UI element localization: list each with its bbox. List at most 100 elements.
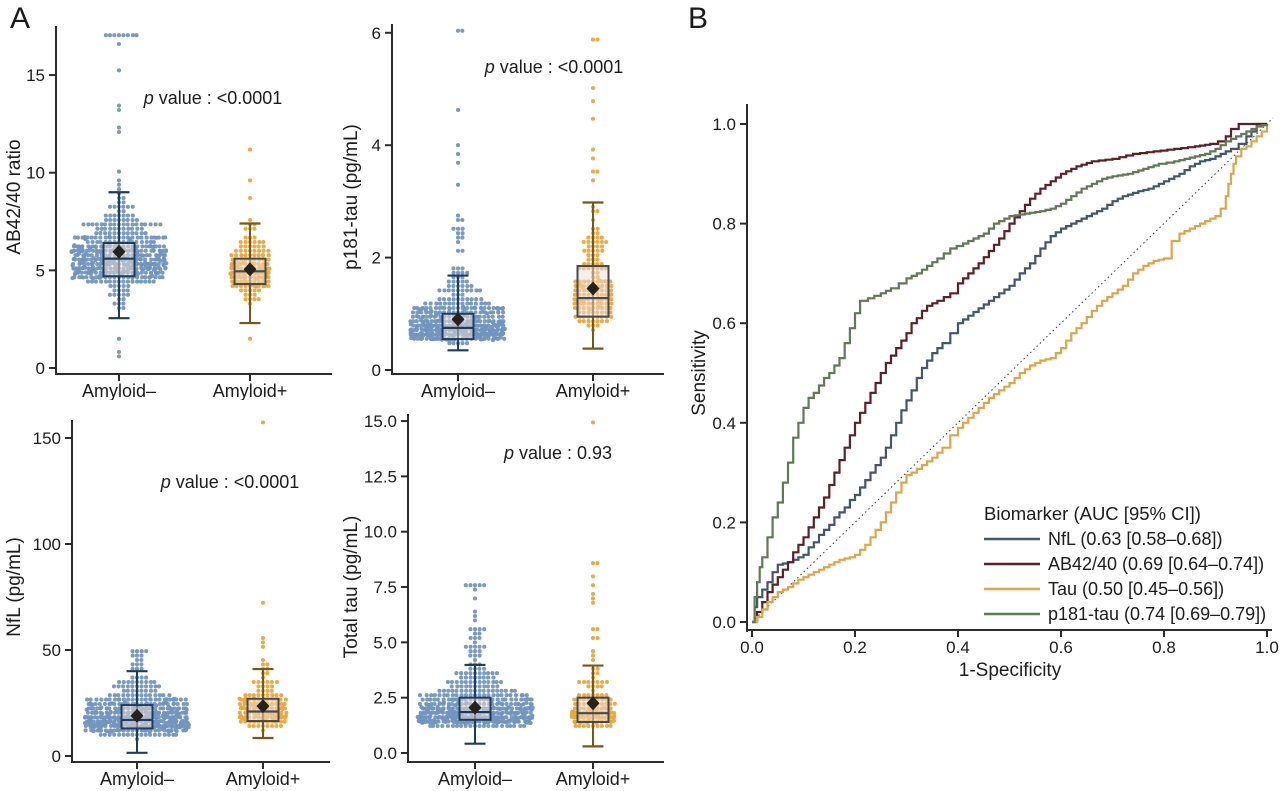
data-point <box>247 178 253 183</box>
data-point <box>482 666 487 671</box>
data-point <box>238 244 243 249</box>
data-point <box>107 33 113 38</box>
data-point <box>161 693 166 698</box>
data-point <box>93 279 98 284</box>
data-point <box>490 320 495 325</box>
data-point <box>437 701 442 706</box>
data-point <box>443 719 448 724</box>
data-point <box>463 644 468 649</box>
data-point <box>447 301 452 306</box>
plot-total-tau: 0.0 2.5 5.0 7.5 10.0 12.5 15.0 Amyloid– Amyloid+… <box>342 412 664 789</box>
data-point <box>590 591 596 597</box>
data-point <box>256 253 261 258</box>
data-point <box>590 178 596 183</box>
plot-p181-tau: 0 2 4 6 Amyloid– Amyloid+ p181-tau (pg/mL) p va… <box>342 24 664 400</box>
data-point <box>269 688 274 693</box>
data-point <box>414 313 419 319</box>
data-point <box>460 279 465 284</box>
data-point <box>156 261 161 267</box>
data-point <box>88 697 93 702</box>
data-point <box>121 200 126 205</box>
data-point <box>112 732 117 737</box>
data-point <box>148 684 153 689</box>
data-point <box>477 653 482 658</box>
data-point <box>586 257 591 262</box>
data-point <box>451 341 456 346</box>
data-point <box>419 719 425 724</box>
data-point <box>126 283 131 289</box>
data-point <box>482 671 487 676</box>
data-point <box>140 253 146 258</box>
data-point <box>429 309 434 314</box>
data-point <box>116 684 121 689</box>
data-point <box>435 325 440 330</box>
plot-ab4240-ratio: 0 5 10 15 Amyloid– Amyloid+ AB42/40 ratio p val… <box>4 26 332 400</box>
data-point <box>460 292 465 297</box>
data-point <box>595 235 600 240</box>
data-point <box>582 679 587 685</box>
data-point <box>115 727 120 733</box>
data-point <box>261 248 266 253</box>
y-tick-label: 0.4 <box>712 414 736 433</box>
y-tick-label: 1.0 <box>712 115 736 134</box>
data-point <box>577 679 582 685</box>
y-tick-label: 0 <box>372 361 381 380</box>
data-point <box>576 693 582 698</box>
data-point <box>125 231 130 236</box>
data-point <box>423 301 428 306</box>
data-point <box>98 239 103 245</box>
data-point <box>437 297 442 302</box>
data-point <box>445 723 450 729</box>
legend-entry-label: NfL (0.63 [0.58–0.68]) <box>1048 529 1222 549</box>
data-point <box>499 715 504 720</box>
data-point <box>147 253 152 258</box>
data-point <box>485 684 491 689</box>
data-point <box>112 222 117 227</box>
data-point <box>168 728 173 734</box>
data-point <box>478 337 483 342</box>
data-point <box>468 649 473 654</box>
data-point <box>156 265 161 270</box>
data-point <box>487 318 492 324</box>
data-point <box>450 693 455 698</box>
data-point <box>512 688 517 693</box>
data-point <box>229 265 234 270</box>
data-point <box>472 587 478 592</box>
data-point <box>158 222 163 227</box>
data-point <box>243 235 248 240</box>
data-point <box>252 253 257 258</box>
data-point <box>508 711 513 716</box>
data-point <box>599 684 604 689</box>
data-point <box>247 693 252 698</box>
data-point <box>266 279 271 284</box>
data-point <box>435 723 440 729</box>
data-point <box>121 297 126 302</box>
data-point <box>143 270 148 275</box>
data-point <box>460 288 465 293</box>
data-point <box>608 310 613 315</box>
data-point <box>163 235 168 240</box>
data-point <box>88 245 93 250</box>
data-point <box>98 722 103 727</box>
data-point <box>473 323 478 328</box>
data-point <box>107 697 112 702</box>
data-point <box>525 706 530 711</box>
data-point <box>434 319 439 324</box>
data-point <box>153 688 158 693</box>
data-point <box>482 644 487 649</box>
data-point <box>243 239 248 245</box>
data-point <box>121 213 126 218</box>
data-point <box>494 679 499 685</box>
data-point <box>582 261 587 267</box>
legend-entry-label: AB42/40 (0.69 [0.64–0.74]) <box>1048 554 1264 574</box>
data-point <box>524 700 529 705</box>
data-point <box>420 332 425 337</box>
data-point <box>121 279 126 284</box>
data-point <box>491 679 496 685</box>
data-point <box>464 288 470 293</box>
x-tick-label: 0.8 <box>1152 638 1176 657</box>
mean-marker <box>243 262 257 277</box>
p-value-annotation: p value : <0.0001 <box>160 472 300 492</box>
data-point <box>449 684 454 689</box>
data-point <box>102 226 108 231</box>
